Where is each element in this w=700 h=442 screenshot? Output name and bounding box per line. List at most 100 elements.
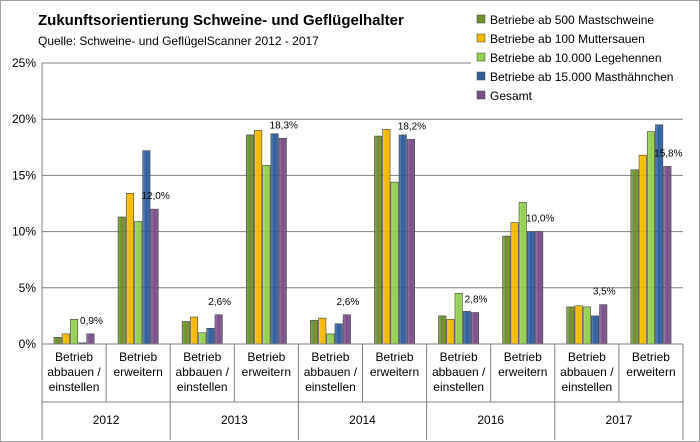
bar-betriebe-ab-15-000-masth-hnchen	[398, 134, 407, 345]
bar-gesamt	[150, 208, 159, 345]
y-tick-label: 5%	[19, 281, 37, 295]
year-label: 2013	[221, 413, 248, 427]
bar-betriebe-ab-10-000-legehennen	[262, 164, 271, 345]
bar-betriebe-ab-500-mastschweine	[53, 336, 62, 345]
legend-entry: Betriebe ab 500 Mastschweine	[490, 13, 654, 27]
bar-betriebe-ab-100-muttersauen	[382, 129, 391, 345]
bar-betriebe-ab-500-mastschweine	[374, 135, 383, 345]
bar-betriebe-ab-100-muttersauen	[638, 154, 647, 345]
bar-gesamt	[599, 304, 608, 345]
category-label: abbauen /	[176, 365, 230, 379]
category-label: Betrieb	[632, 350, 670, 364]
category-label: abbauen /	[304, 365, 358, 379]
bar-betriebe-ab-500-mastschweine	[502, 235, 511, 345]
category-label: Betrieb	[568, 350, 606, 364]
year-label: 2014	[349, 413, 376, 427]
bar-betriebe-ab-10-000-legehennen	[326, 333, 335, 345]
category-label: Betrieb	[247, 350, 285, 364]
category-label: Betrieb	[55, 350, 93, 364]
legend-entry: Gesamt	[490, 89, 533, 103]
bar-betriebe-ab-100-muttersauen	[61, 333, 70, 345]
bar-betriebe-ab-100-muttersauen	[125, 193, 134, 345]
category-label: Betrieb	[440, 350, 478, 364]
chart-title: Zukunftsorientierung Schweine- und Geflü…	[38, 12, 404, 29]
category-label: einstellen	[561, 380, 612, 394]
category-label: erweitern	[242, 365, 291, 379]
category-label: erweitern	[370, 365, 419, 379]
category-label: Betrieb	[119, 350, 157, 364]
bar-betriebe-ab-500-mastschweine	[630, 169, 639, 345]
category-label: Betrieb	[376, 350, 414, 364]
bar-gesamt	[471, 312, 480, 345]
category-label: Betrieb	[183, 350, 221, 364]
data-label: 2,8%	[465, 295, 488, 306]
category-label: abbauen /	[432, 365, 486, 379]
y-tick-label: 15%	[12, 168, 36, 182]
bar-betriebe-ab-100-muttersauen	[510, 222, 519, 345]
legend-swatch	[476, 71, 486, 81]
bar-betriebe-ab-10-000-legehennen	[198, 332, 207, 345]
category-label: einstellen	[49, 380, 100, 394]
bar-betriebe-ab-10-000-legehennen	[646, 131, 655, 345]
legend-background	[471, 9, 689, 106]
y-tick-label: 10%	[12, 225, 36, 239]
data-label: 15,8%	[654, 148, 682, 159]
data-label: 3,5%	[593, 287, 616, 298]
bar-betriebe-ab-10-000-legehennen	[134, 221, 143, 345]
category-label: erweitern	[113, 365, 162, 379]
y-tick-label: 20%	[12, 112, 36, 126]
legend-entry: Betriebe ab 100 Muttersauen	[490, 32, 645, 46]
bar-betriebe-ab-100-muttersauen	[318, 317, 327, 345]
category-label: Betrieb	[504, 350, 542, 364]
bar-betriebe-ab-500-mastschweine	[117, 216, 126, 345]
bar-betriebe-ab-15-000-masth-hnchen	[270, 133, 279, 345]
category-label: einstellen	[433, 380, 484, 394]
data-label: 12,0%	[141, 191, 169, 202]
bar-gesamt	[406, 139, 415, 345]
legend-entry: Betriebe ab 15.000 Masthähnchen	[490, 70, 673, 84]
category-label: erweitern	[626, 365, 675, 379]
legend-swatch	[476, 90, 486, 100]
data-label: 0,9%	[80, 316, 103, 327]
bar-betriebe-ab-100-muttersauen	[446, 318, 455, 345]
bar-betriebe-ab-10-000-legehennen	[390, 181, 399, 345]
data-label: 18,3%	[270, 120, 298, 131]
bar-betriebe-ab-500-mastschweine	[310, 320, 319, 345]
y-tick-label: 0%	[19, 337, 37, 351]
bar-betriebe-ab-10-000-legehennen	[70, 318, 79, 345]
legend-swatch	[476, 52, 486, 62]
category-label: einstellen	[177, 380, 228, 394]
category-label: einstellen	[305, 380, 356, 394]
bars-layer	[53, 124, 672, 345]
legend-swatch	[476, 14, 486, 24]
bar-betriebe-ab-15-000-masth-hnchen	[526, 231, 535, 345]
bar-betriebe-ab-100-muttersauen	[254, 130, 263, 345]
chart-subtitle: Quelle: Schweine- und GeflügelScanner 20…	[38, 34, 319, 48]
legend-entry: Betriebe ab 10.000 Legehennen	[490, 51, 662, 65]
bar-betriebe-ab-15-000-masth-hnchen	[206, 327, 215, 345]
category-label: abbauen /	[47, 365, 101, 379]
year-label: 2017	[606, 413, 633, 427]
bar-betriebe-ab-15-000-masth-hnchen	[462, 311, 471, 345]
bar-gesamt	[535, 231, 544, 345]
bar-betriebe-ab-500-mastschweine	[566, 306, 575, 345]
bar-betriebe-ab-15-000-masth-hnchen	[142, 150, 151, 345]
year-label: 2012	[93, 413, 120, 427]
bar-betriebe-ab-15-000-masth-hnchen	[334, 323, 343, 345]
category-label: abbauen /	[560, 365, 614, 379]
bar-betriebe-ab-100-muttersauen	[190, 316, 199, 345]
bar-betriebe-ab-500-mastschweine	[181, 321, 190, 345]
legend: Betriebe ab 500 Mastschweine Betriebe ab …	[471, 9, 689, 106]
category-label: Betrieb	[311, 350, 349, 364]
data-label: 18,2%	[398, 121, 426, 132]
bar-gesamt	[663, 166, 672, 345]
bar-betriebe-ab-10-000-legehennen	[454, 293, 463, 345]
bar-gesamt	[342, 314, 351, 345]
y-tick-label: 25%	[12, 56, 36, 70]
bar-betriebe-ab-100-muttersauen	[574, 305, 583, 345]
bar-gesamt	[214, 314, 223, 345]
legend-swatch	[476, 33, 486, 43]
